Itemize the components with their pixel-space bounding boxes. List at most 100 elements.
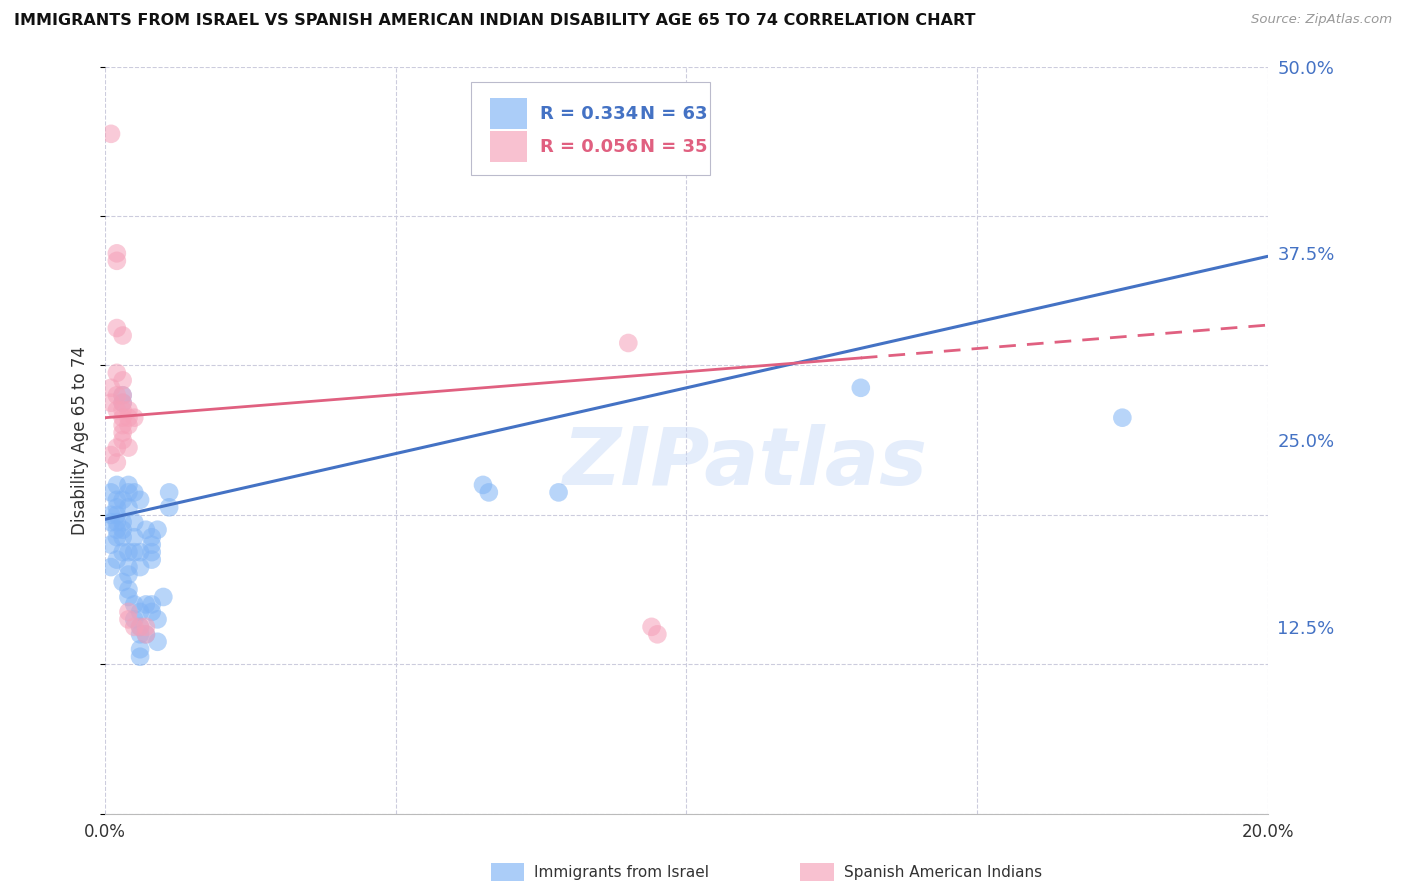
Point (124, 485, 146, 500)
Point (117, 612, 139, 626)
Point (111, 403, 134, 417)
Point (105, 456, 128, 470)
Point (111, 396, 134, 410)
Point (124, 598, 146, 612)
Point (141, 552, 163, 566)
Point (111, 574, 134, 589)
Point (100, 560, 122, 574)
Point (117, 560, 139, 574)
Point (117, 403, 139, 417)
Point (111, 425, 134, 440)
Text: N = 35: N = 35 (640, 137, 707, 155)
FancyBboxPatch shape (489, 98, 527, 129)
Point (129, 642, 152, 657)
Point (111, 492, 134, 507)
Point (105, 403, 128, 417)
Text: ZIPatlas: ZIPatlas (562, 424, 927, 501)
Point (157, 485, 180, 500)
Point (146, 634, 169, 648)
Point (105, 478, 128, 492)
Text: R = 0.056: R = 0.056 (540, 137, 638, 155)
Text: IMMIGRANTS FROM ISRAEL VS SPANISH AMERICAN INDIAN DISABILITY AGE 65 TO 74 CORREL: IMMIGRANTS FROM ISRAEL VS SPANISH AMERIC… (14, 13, 976, 29)
Point (111, 418, 134, 433)
Point (111, 396, 134, 410)
Point (105, 500, 128, 515)
Point (105, 441, 128, 455)
Point (117, 545, 139, 559)
Point (105, 321, 128, 335)
Point (478, 485, 501, 500)
Point (100, 485, 122, 500)
Text: Source: ZipAtlas.com: Source: ZipAtlas.com (1251, 13, 1392, 27)
Point (117, 441, 139, 455)
Point (105, 253, 128, 268)
Point (111, 523, 134, 537)
Point (146, 612, 169, 626)
Point (100, 516, 122, 530)
Point (124, 612, 146, 626)
Point (617, 336, 640, 351)
Point (111, 530, 134, 544)
Point (117, 590, 139, 604)
Point (105, 492, 128, 507)
Point (129, 620, 152, 634)
Point (100, 396, 122, 410)
Y-axis label: Disability Age 65 to 74: Disability Age 65 to 74 (72, 346, 89, 534)
Point (141, 545, 163, 559)
FancyBboxPatch shape (489, 131, 527, 162)
Point (105, 516, 128, 530)
Point (124, 545, 146, 559)
Point (111, 410, 134, 425)
Point (141, 538, 163, 552)
Point (547, 485, 569, 500)
Point (129, 627, 152, 641)
Point (124, 620, 146, 634)
Point (100, 127, 122, 141)
Point (117, 605, 139, 619)
Point (647, 627, 669, 641)
Text: Immigrants from Israel: Immigrants from Israel (534, 865, 709, 880)
Point (135, 627, 157, 641)
Point (117, 478, 139, 492)
FancyBboxPatch shape (471, 81, 710, 175)
Point (117, 485, 139, 500)
Point (111, 388, 134, 402)
Point (129, 545, 152, 559)
Point (105, 508, 128, 522)
Point (111, 328, 134, 343)
Point (117, 567, 139, 582)
Point (105, 246, 128, 260)
Point (105, 530, 128, 544)
Point (100, 448, 122, 462)
Point (129, 560, 152, 574)
Point (1111, 410, 1133, 425)
Point (135, 627, 157, 641)
Point (105, 388, 128, 402)
Point (105, 366, 128, 380)
Point (640, 620, 662, 634)
Point (105, 523, 128, 537)
Point (117, 418, 139, 433)
Point (141, 598, 163, 612)
Point (111, 545, 134, 559)
Point (129, 620, 152, 634)
Point (124, 530, 146, 544)
Point (129, 649, 152, 664)
Point (100, 538, 122, 552)
Point (141, 605, 163, 619)
Point (117, 500, 139, 515)
Point (100, 381, 122, 395)
Point (100, 508, 122, 522)
Point (124, 410, 146, 425)
Point (111, 373, 134, 387)
Point (105, 552, 128, 566)
Point (135, 620, 157, 634)
Point (141, 530, 163, 544)
Point (472, 478, 495, 492)
Point (146, 523, 169, 537)
Text: R = 0.334: R = 0.334 (540, 104, 638, 123)
Point (111, 388, 134, 402)
Point (157, 500, 180, 515)
Point (135, 598, 157, 612)
Point (129, 492, 152, 507)
